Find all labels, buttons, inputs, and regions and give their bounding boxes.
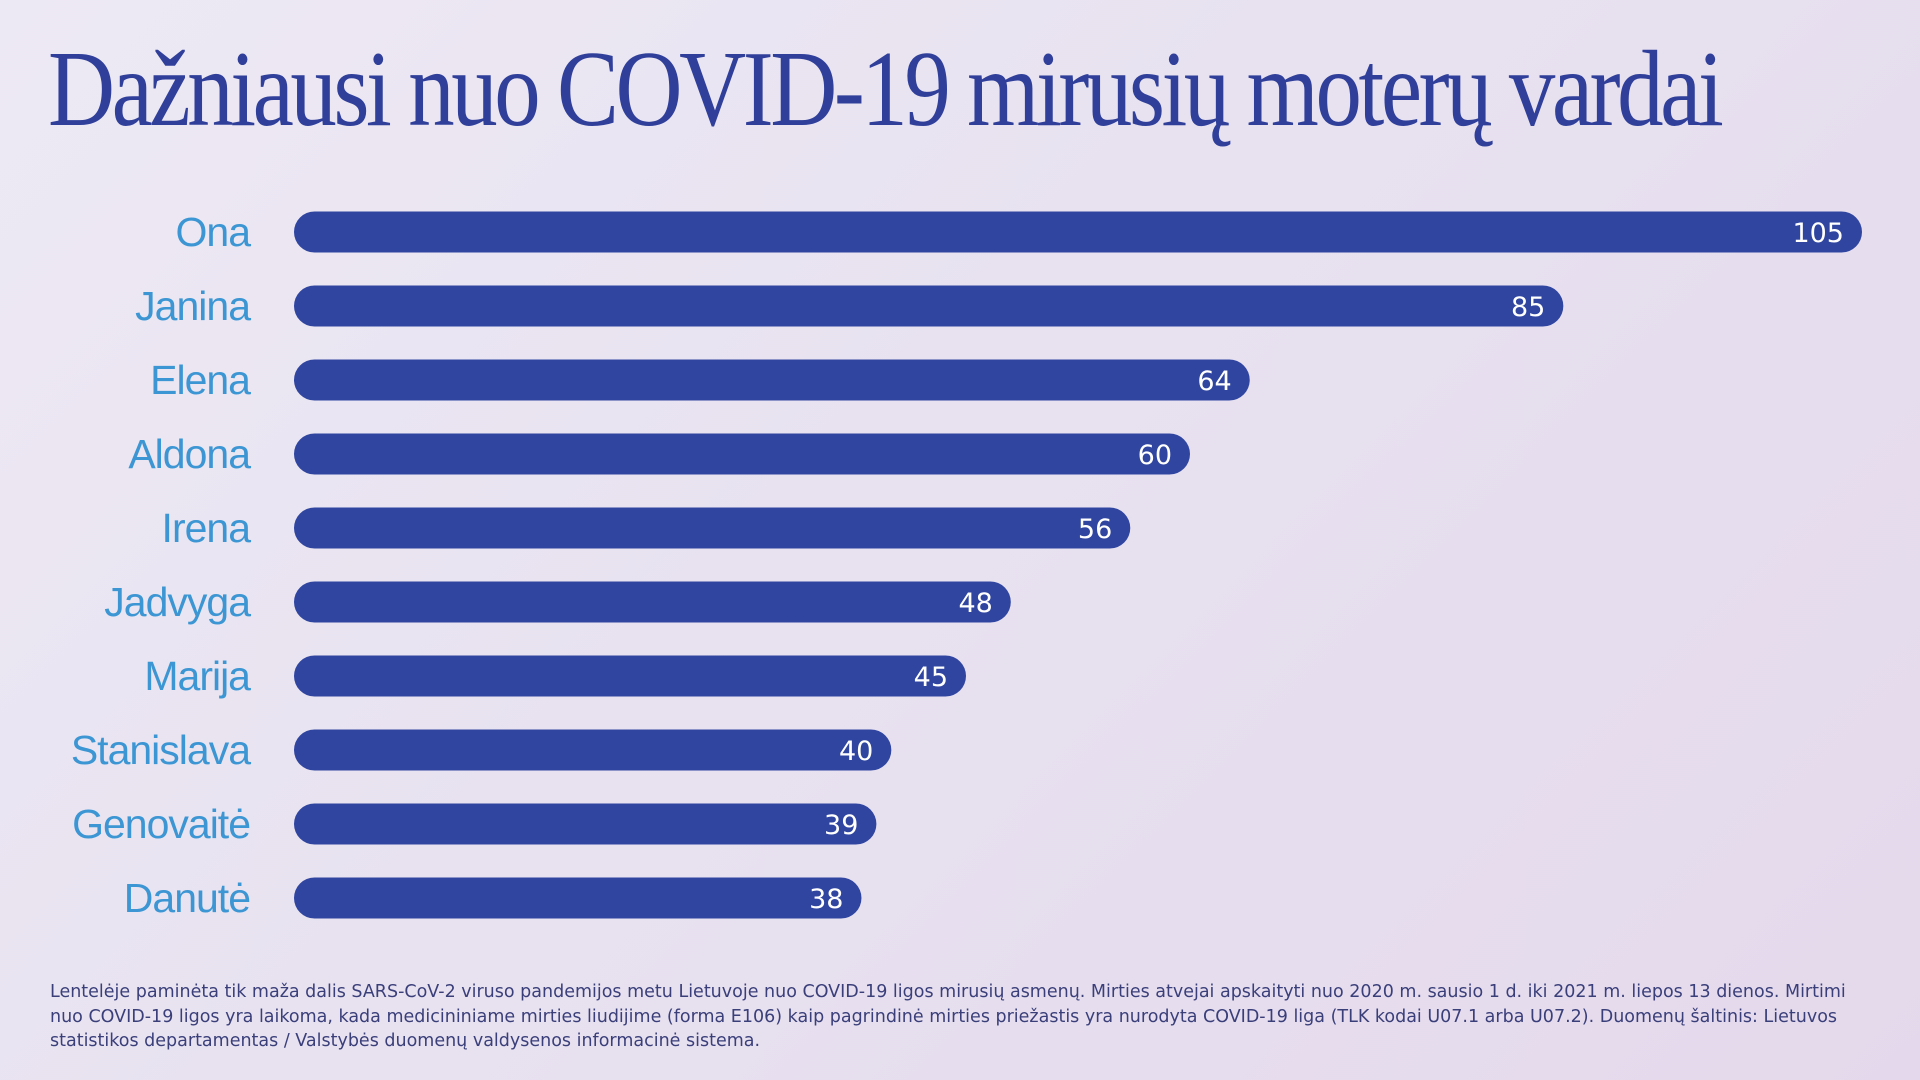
value-label: 85 [1511, 292, 1545, 323]
bar [294, 803, 877, 845]
bar [294, 507, 1131, 549]
value-label: 39 [824, 810, 858, 841]
category-label: Jadvyga [104, 579, 251, 625]
bar [294, 877, 862, 919]
category-label: Aldona [128, 431, 251, 477]
category-label: Marija [144, 653, 251, 699]
value-label: 38 [809, 884, 843, 915]
bar [294, 359, 1250, 401]
category-label: Elena [150, 357, 251, 403]
value-label: 105 [1792, 218, 1844, 249]
bar [294, 581, 1011, 623]
category-label: Stanislava [71, 727, 251, 773]
value-label: 56 [1078, 514, 1112, 545]
bar [294, 211, 1862, 253]
category-label: Danutė [124, 875, 250, 921]
bar [294, 655, 966, 697]
value-label: 45 [914, 662, 948, 693]
value-label: 40 [839, 736, 873, 767]
value-label: 64 [1197, 366, 1231, 397]
bar [294, 433, 1190, 475]
category-label: Irena [162, 505, 252, 551]
footnote: Lentelėje paminėta tik maža dalis SARS-C… [50, 982, 1846, 1051]
bar-chart: Ona 105 Janina 85 Elena 64 Aldona 60 Irena 56 Jadv… [71, 209, 1862, 921]
bar [294, 729, 892, 771]
value-label: 60 [1138, 440, 1172, 471]
bar [294, 285, 1564, 327]
category-label: Ona [176, 209, 252, 255]
category-label: Janina [135, 283, 251, 329]
chart-title: Dažniausi nuo COVID-19 mirusių moterų va… [48, 30, 1724, 149]
value-label: 48 [958, 588, 992, 619]
category-label: Genovaitė [72, 801, 250, 847]
